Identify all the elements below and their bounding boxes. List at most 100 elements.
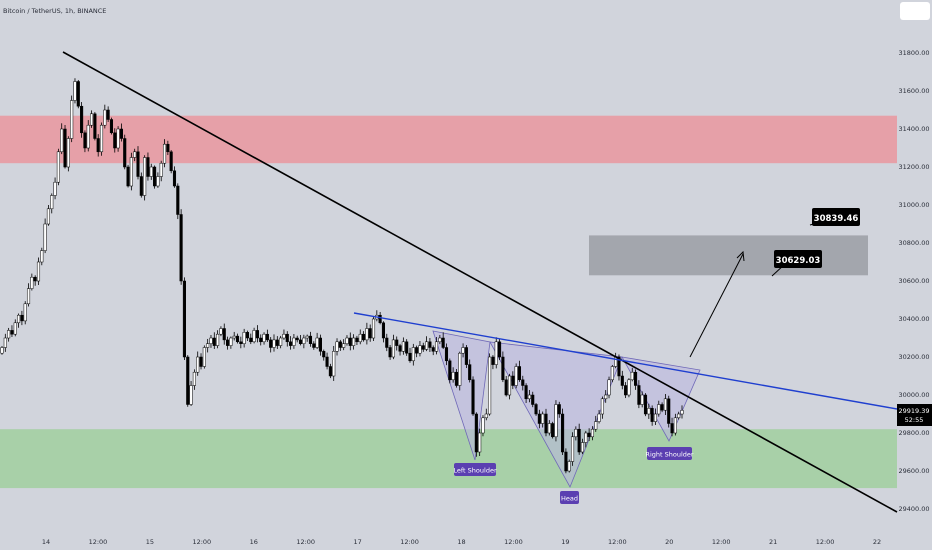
candle bbox=[574, 426, 578, 441]
candle bbox=[182, 277, 186, 361]
candle bbox=[438, 334, 442, 345]
candle bbox=[189, 380, 193, 407]
candle bbox=[192, 369, 196, 390]
candle bbox=[308, 331, 313, 347]
descending-trend-line[interactable] bbox=[62, 51, 898, 513]
candle bbox=[7, 327, 11, 342]
candle bbox=[345, 335, 349, 346]
candle bbox=[328, 363, 332, 379]
candle bbox=[494, 337, 498, 369]
candle bbox=[172, 166, 177, 188]
candle bbox=[501, 351, 505, 383]
candle bbox=[149, 163, 153, 180]
target-upper-callout: 30839.46 bbox=[809, 208, 860, 226]
candle bbox=[348, 332, 352, 351]
candle bbox=[332, 345, 336, 381]
support-zone bbox=[0, 429, 897, 489]
current-price-badge: 29919.39 52:55 bbox=[897, 404, 932, 426]
candle bbox=[226, 336, 230, 350]
candle bbox=[514, 363, 518, 389]
candle bbox=[567, 459, 571, 473]
candle bbox=[630, 367, 634, 382]
candle bbox=[511, 371, 515, 390]
candle bbox=[56, 148, 60, 186]
candle bbox=[398, 343, 402, 356]
candle bbox=[305, 334, 309, 342]
time-tick-label: 12:00 bbox=[89, 538, 108, 546]
price-axis[interactable]: 31800.00 31600.00 31400.00 31200.00 31000.00… bbox=[898, 49, 929, 513]
candle bbox=[46, 205, 50, 226]
candle bbox=[335, 338, 339, 356]
time-axis[interactable]: 14 12:00 15 12:00 16 12:00 17 12:00 18 12:00 19 12:… bbox=[42, 538, 881, 546]
candle bbox=[597, 410, 601, 424]
candle bbox=[60, 123, 64, 155]
candle bbox=[498, 338, 502, 361]
candle bbox=[292, 334, 296, 349]
candle bbox=[640, 391, 644, 408]
candle bbox=[657, 400, 661, 417]
candle bbox=[279, 335, 283, 349]
current-price-value: 29919.39 bbox=[898, 407, 929, 415]
candle bbox=[265, 329, 269, 342]
candle bbox=[507, 373, 512, 400]
left-shoulder-tag: Left Shoulder bbox=[453, 463, 497, 476]
time-tick-label: 12:00 bbox=[192, 538, 211, 546]
candle bbox=[90, 110, 94, 128]
candle bbox=[302, 334, 306, 349]
candle bbox=[444, 343, 449, 366]
candlestick-series bbox=[0, 78, 684, 474]
time-tick-label: 14 bbox=[42, 538, 50, 546]
candle bbox=[272, 334, 276, 352]
candle bbox=[358, 329, 362, 345]
candle bbox=[255, 325, 259, 343]
candle bbox=[561, 408, 565, 456]
candle bbox=[315, 332, 319, 350]
candle bbox=[235, 333, 240, 344]
candle bbox=[425, 336, 429, 352]
candle bbox=[36, 257, 41, 285]
target-lower-label: 30629.03 bbox=[776, 256, 821, 266]
candle bbox=[537, 409, 541, 429]
neckline[interactable] bbox=[353, 312, 898, 410]
candle bbox=[0, 345, 4, 355]
candle bbox=[153, 165, 157, 189]
candle bbox=[531, 391, 535, 408]
candle bbox=[318, 334, 322, 356]
time-tick-label: 17 bbox=[353, 538, 361, 546]
candle bbox=[607, 376, 611, 399]
candle bbox=[93, 112, 97, 141]
time-tick-label: 12:00 bbox=[400, 538, 419, 546]
candle bbox=[670, 417, 674, 437]
candle bbox=[239, 336, 243, 349]
candle bbox=[242, 328, 246, 348]
candle bbox=[26, 283, 31, 307]
candle bbox=[245, 330, 250, 342]
candle bbox=[312, 341, 316, 350]
candle bbox=[673, 413, 677, 436]
candle bbox=[577, 423, 581, 455]
candle bbox=[222, 323, 226, 345]
candle bbox=[481, 415, 485, 437]
candle bbox=[551, 421, 555, 439]
chart-settings-button[interactable] bbox=[900, 2, 930, 20]
candle bbox=[282, 329, 286, 340]
candle bbox=[106, 106, 110, 122]
candle bbox=[663, 394, 667, 415]
candle bbox=[20, 310, 24, 326]
candle bbox=[3, 333, 7, 352]
candle bbox=[10, 325, 14, 338]
candle bbox=[454, 368, 458, 388]
candle bbox=[30, 273, 34, 291]
price-tick-label: 30200.00 bbox=[898, 353, 929, 361]
candle bbox=[50, 193, 54, 214]
candle bbox=[249, 333, 253, 345]
candle bbox=[123, 134, 127, 170]
candle bbox=[53, 177, 57, 200]
target-zone bbox=[589, 235, 868, 276]
candle bbox=[660, 402, 664, 413]
time-tick-label: 18 bbox=[457, 538, 465, 546]
price-tick-label: 31800.00 bbox=[898, 49, 929, 57]
candle bbox=[199, 353, 203, 370]
candle bbox=[109, 117, 114, 135]
